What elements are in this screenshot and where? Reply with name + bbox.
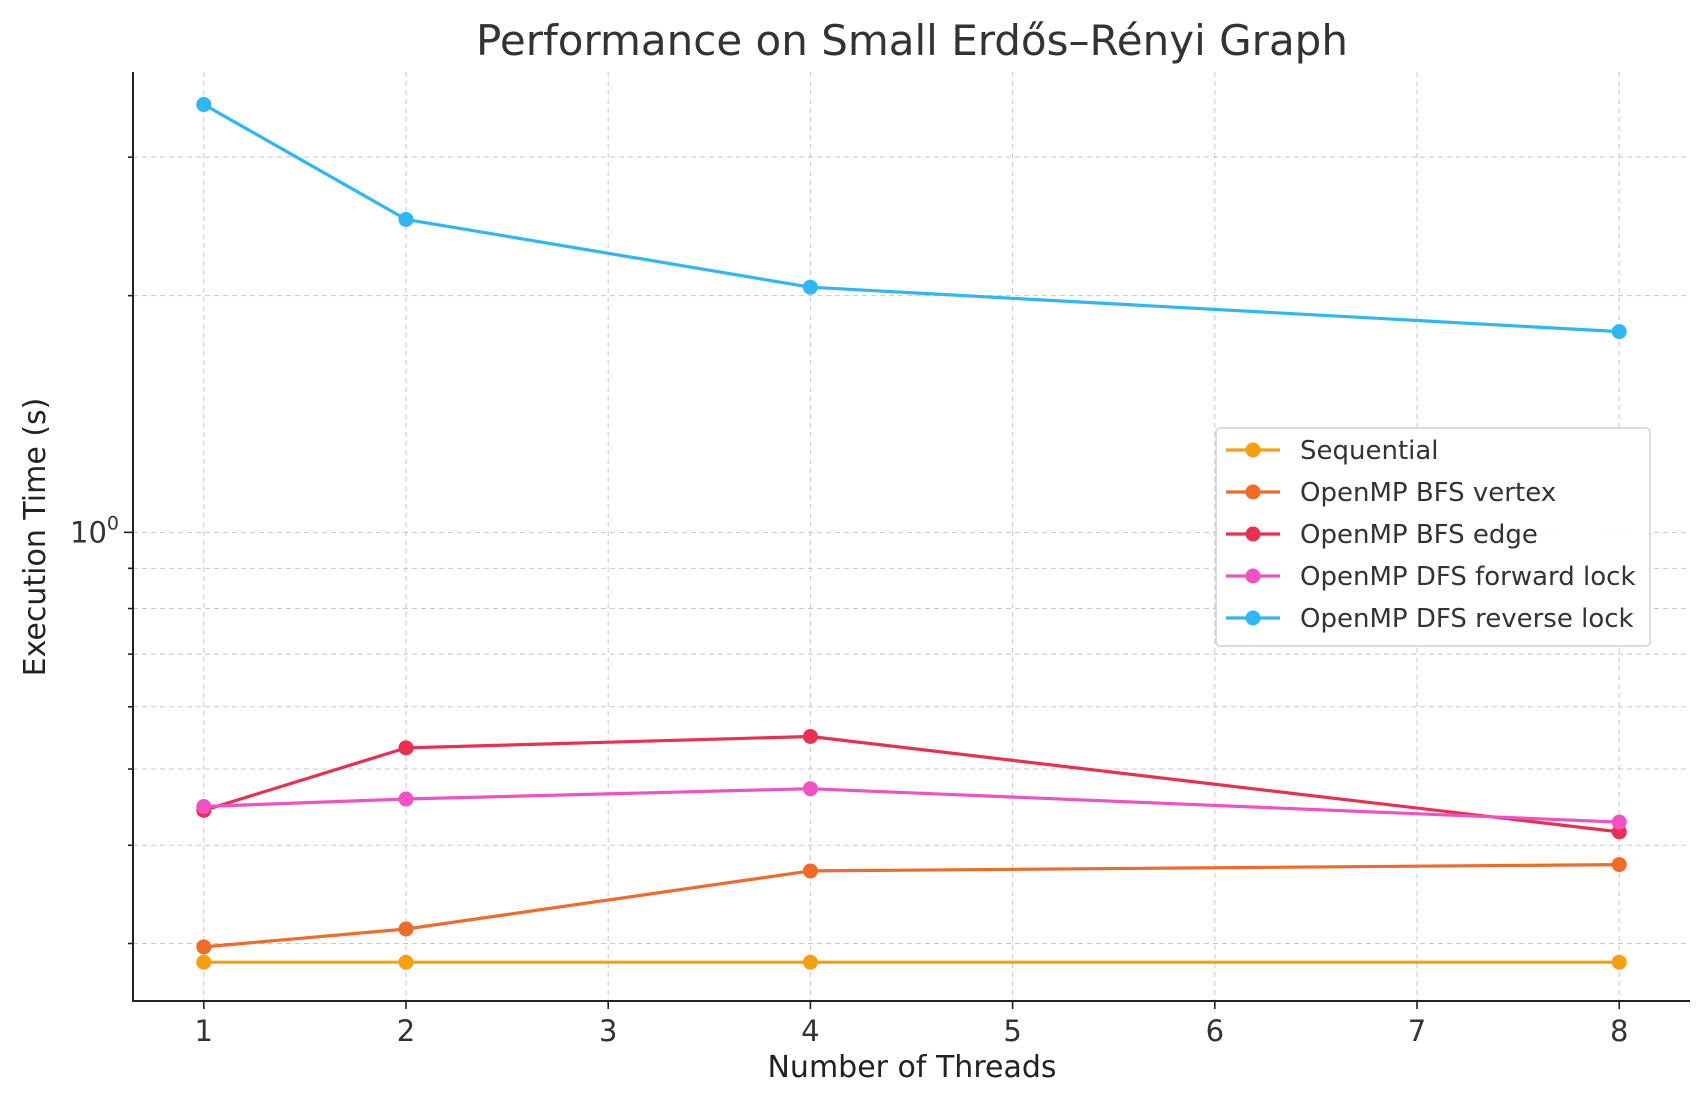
data-point bbox=[196, 939, 212, 955]
data-point bbox=[802, 954, 818, 970]
x-tick-label: 2 bbox=[397, 1014, 415, 1048]
data-point bbox=[1611, 814, 1627, 830]
series-line bbox=[203, 734, 1620, 834]
legend-label: OpenMP DFS reverse lock bbox=[1300, 604, 1634, 634]
data-point bbox=[196, 799, 212, 815]
axis-spines bbox=[132, 72, 1690, 1002]
legend: Sequential OpenMP BFS vertex OpenMP BFS ed… bbox=[1215, 427, 1651, 647]
x-axis-title: Number of Threads bbox=[767, 1050, 1056, 1085]
legend-label: Sequential bbox=[1300, 436, 1439, 466]
data-point bbox=[398, 211, 414, 227]
x-tick-label: 5 bbox=[1003, 1014, 1021, 1048]
y-axis-title: Execution Time (s) bbox=[18, 398, 53, 677]
data-point bbox=[1611, 857, 1627, 873]
legend-marker bbox=[1245, 568, 1261, 584]
x-tick-label: 4 bbox=[801, 1014, 819, 1048]
data-point bbox=[398, 791, 414, 807]
x-tick-label: 6 bbox=[1206, 1014, 1224, 1048]
data-point bbox=[196, 954, 212, 970]
legend-marker bbox=[1245, 484, 1261, 500]
legend-marker bbox=[1245, 442, 1261, 458]
legend-box bbox=[1215, 427, 1651, 647]
y-tick-label: 100 bbox=[70, 512, 119, 549]
x-tick-label: 7 bbox=[1408, 1014, 1426, 1048]
chart-title: Performance on Small Erdős–Rényi Graph bbox=[476, 16, 1348, 65]
series-line bbox=[203, 787, 1620, 824]
x-tick-label: 1 bbox=[195, 1014, 213, 1048]
data-point bbox=[1611, 954, 1627, 970]
legend-marker bbox=[1245, 526, 1261, 542]
data-point bbox=[802, 863, 818, 879]
legend-marker bbox=[1245, 610, 1261, 626]
series-line bbox=[203, 863, 1620, 949]
x-tick-label: 3 bbox=[599, 1014, 617, 1048]
data-point bbox=[802, 781, 818, 797]
data-point bbox=[802, 279, 818, 295]
legend-label: OpenMP DFS forward lock bbox=[1300, 562, 1636, 592]
data-point bbox=[1611, 324, 1627, 340]
data-point bbox=[802, 729, 818, 745]
x-tick-label: 8 bbox=[1610, 1014, 1628, 1048]
legend-label: OpenMP BFS edge bbox=[1300, 520, 1538, 550]
axes bbox=[132, 72, 1690, 1002]
series-layer bbox=[196, 97, 1627, 970]
data-point bbox=[398, 921, 414, 937]
data-point bbox=[196, 97, 212, 113]
series-line bbox=[203, 103, 1620, 334]
data-point bbox=[398, 740, 414, 756]
legend-label: OpenMP BFS vertex bbox=[1300, 478, 1556, 508]
ticks: 1 2 3 4 5 6 7 8 100 bbox=[70, 156, 1628, 1048]
data-point bbox=[398, 954, 414, 970]
